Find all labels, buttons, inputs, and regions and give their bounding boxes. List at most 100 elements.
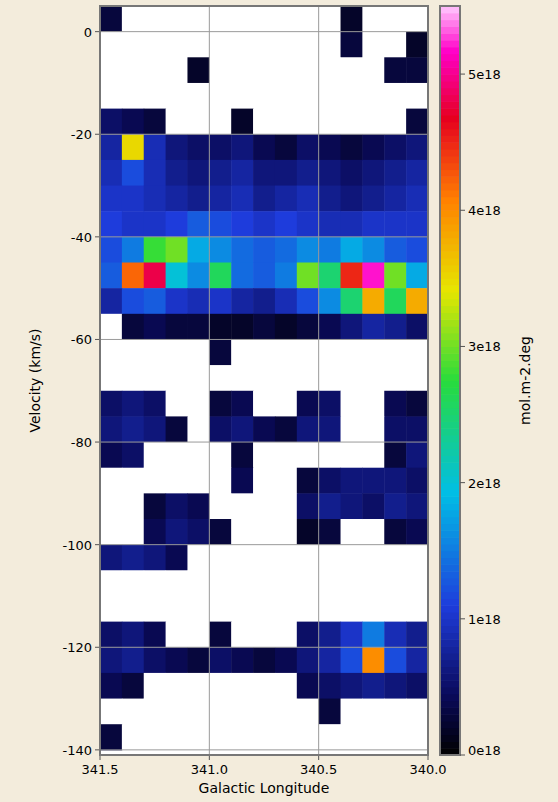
cell [122,211,144,237]
cell [406,160,428,186]
cell [384,186,406,212]
colorbar-step [440,81,460,88]
colorbar-step [440,142,460,149]
cell [122,314,144,340]
cell [319,442,341,468]
cell [166,699,188,725]
cell [341,442,363,468]
cell [144,570,166,596]
cell [144,673,166,699]
colorbar-step [440,88,460,95]
colorbar-step [440,381,460,388]
cell [341,622,363,648]
cell [122,493,144,519]
colorbar-step [440,95,460,102]
cell [319,365,341,391]
cell [275,519,297,545]
cell [100,160,122,186]
cell [384,622,406,648]
cell [166,673,188,699]
cell [319,6,341,32]
cell [209,237,231,263]
cell [231,109,253,135]
colorbar-step [440,217,460,224]
cell [275,468,297,494]
colorbar-step [440,626,460,633]
cell [253,468,275,494]
cell [362,314,384,340]
x-tick-label: 341.0 [191,762,228,777]
grid-line [100,647,428,648]
colorbar-step [440,694,460,701]
cell [187,186,209,212]
cell [384,57,406,83]
colorbar-tick-label: 5e18 [468,67,501,82]
cell [122,468,144,494]
cell [319,160,341,186]
colorbar-step [440,564,460,571]
cell [166,83,188,109]
cell [122,6,144,32]
cell [275,237,297,263]
cell [100,493,122,519]
cell [100,32,122,58]
cell [297,724,319,750]
cell [209,134,231,160]
cell [122,699,144,725]
cell [341,6,363,32]
cell [319,519,341,545]
cell [319,314,341,340]
grid-line [100,236,428,237]
cell [275,724,297,750]
cell [231,724,253,750]
cell [341,263,363,289]
cell [100,288,122,314]
cell [341,186,363,212]
cell [341,365,363,391]
cell [406,442,428,468]
cell [297,32,319,58]
cell [166,442,188,468]
cell [362,211,384,237]
x-tick-label: 341.5 [81,762,118,777]
cell [362,83,384,109]
cell [231,622,253,648]
cell [187,6,209,32]
colorbar-step [440,353,460,360]
colorbar-step [440,415,460,422]
cell [100,622,122,648]
cell [122,57,144,83]
y-tick-label: 0 [84,25,92,40]
cell [275,288,297,314]
colorbar-step [440,476,460,483]
cell [100,57,122,83]
colorbar-step [440,326,460,333]
colorbar-step [440,585,460,592]
cell [253,57,275,83]
cell [406,391,428,417]
cell [319,724,341,750]
y-tick-label: -20 [71,127,92,142]
cell [144,519,166,545]
cell [384,416,406,442]
cell [341,160,363,186]
cell [253,647,275,673]
colorbar-tick [460,74,465,75]
cell [406,339,428,365]
cell [319,186,341,212]
cell [231,57,253,83]
cell [166,211,188,237]
colorbar-step [440,598,460,605]
cell [187,519,209,545]
colorbar-frame [440,6,460,755]
cell [166,160,188,186]
colorbar-step [440,517,460,524]
cell [406,570,428,596]
cell [231,83,253,109]
colorbar-step [440,442,460,449]
colorbar-step [440,455,460,462]
cell [297,391,319,417]
colorbar-step [440,551,460,558]
cell [166,416,188,442]
cell [187,83,209,109]
